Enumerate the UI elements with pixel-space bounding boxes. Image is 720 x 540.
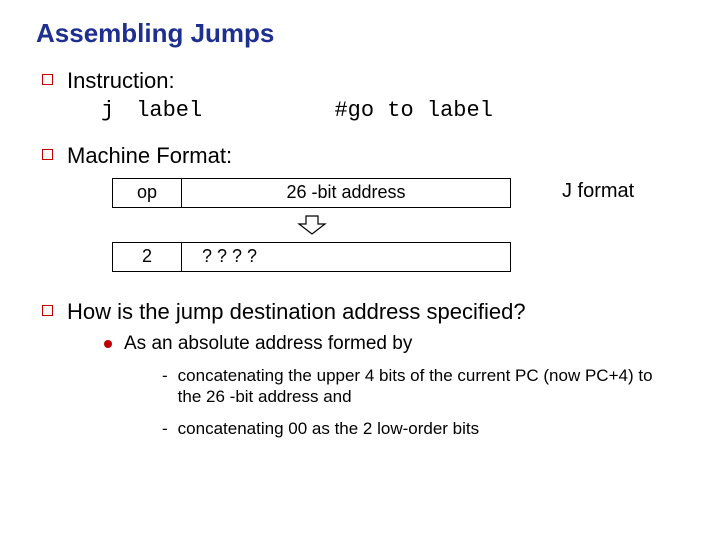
bullet-instruction: Instruction: j label #go to label — [42, 67, 690, 124]
arrow-down-icon — [297, 214, 327, 236]
bullet-machine-format: Machine Format: op 26 -bit address J for… — [42, 142, 690, 272]
cell-addr-value: ? ? ? ? — [181, 242, 511, 272]
arrow-down — [112, 214, 512, 236]
sub-bullet-text: As an absolute address formed by — [124, 333, 412, 355]
page-title: Assembling Jumps — [36, 18, 690, 49]
dash-icon: - — [162, 418, 168, 439]
dash-bullet-1: - concatenating the upper 4 bits of the … — [162, 365, 690, 408]
square-bullet-icon — [42, 305, 53, 316]
cell-op-value: 2 — [112, 242, 182, 272]
dash-text-1: concatenating the upper 4 bits of the cu… — [178, 365, 678, 408]
dot-bullet-icon — [104, 340, 112, 348]
cell-op-header: op — [112, 178, 182, 208]
cell-addr-header: 26 -bit address — [181, 178, 511, 208]
square-bullet-icon — [42, 149, 53, 160]
slide: Assembling Jumps Instruction: j label #g… — [0, 0, 720, 540]
dash-icon: - — [162, 365, 168, 386]
bullet-question: How is the jump destination address spec… — [42, 298, 690, 439]
j-format-label: J format — [562, 180, 634, 203]
format-diagram: op 26 -bit address J format 2 ? ? ? ? — [112, 178, 690, 272]
question-label: How is the jump destination address spec… — [67, 298, 526, 326]
sub-bullet-absolute: As an absolute address formed by — [104, 333, 690, 355]
format-row-values: 2 ? ? ? ? — [112, 242, 690, 272]
instruction-label: Instruction: — [67, 68, 175, 93]
instruction-comment: #go to label — [334, 98, 492, 123]
square-bullet-icon — [42, 74, 53, 85]
dash-bullet-2: - concatenating 00 as the 2 low-order bi… — [162, 418, 690, 439]
machine-format-label: Machine Format: — [67, 142, 232, 170]
instruction-code: j label — [101, 98, 202, 123]
dash-text-2: concatenating 00 as the 2 low-order bits — [178, 418, 479, 439]
